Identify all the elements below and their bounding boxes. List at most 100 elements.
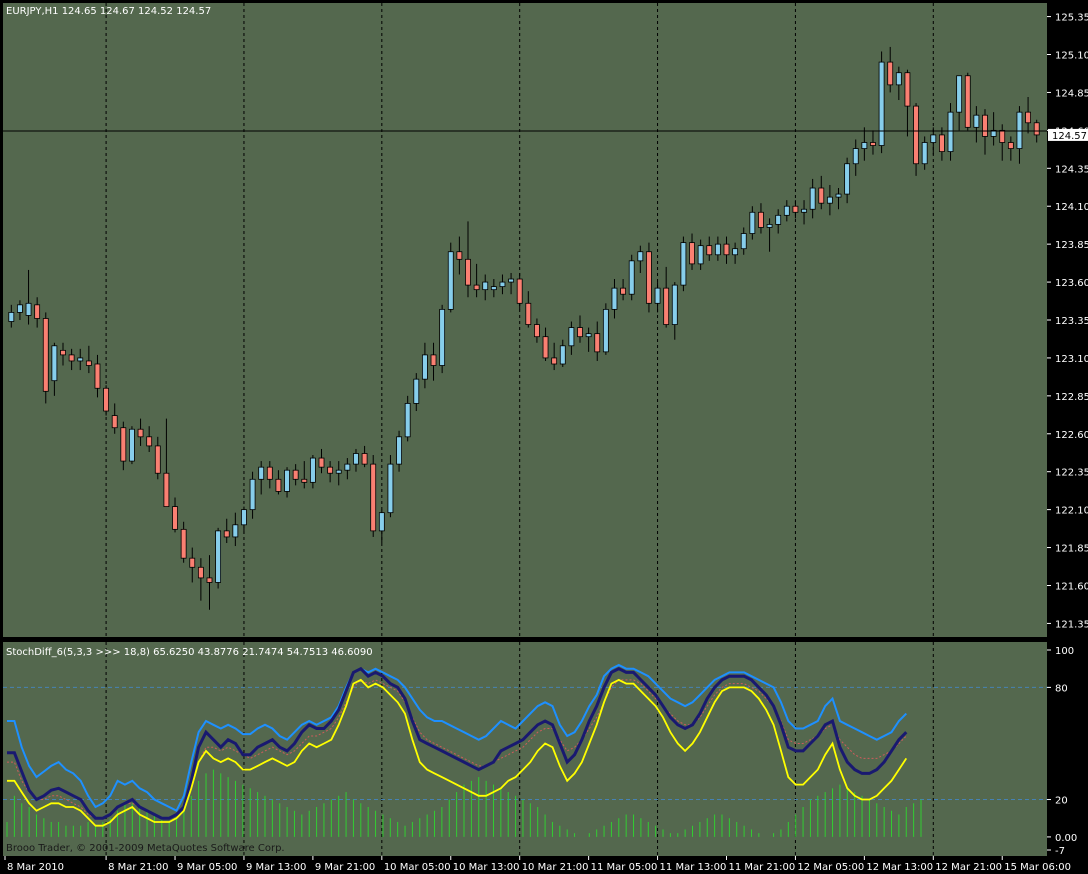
candle-bear <box>180 528 187 559</box>
candle-bull <box>921 142 928 165</box>
candle-bear <box>42 318 49 392</box>
time-tick-label: 10 Mar 21:00 <box>522 862 589 873</box>
candle-bull <box>490 286 497 291</box>
candle-bear <box>577 327 583 338</box>
candle-bull <box>396 436 402 465</box>
candle-bull <box>77 357 84 362</box>
time-tick-label: 9 Mar 05:00 <box>177 862 237 873</box>
candle-bear <box>197 566 204 579</box>
candle-bull <box>129 428 135 462</box>
candle-bull <box>775 214 782 225</box>
series-line-red <box>7 679 907 819</box>
candle-bull <box>335 469 342 474</box>
price-tick-label: 123.85 <box>1055 240 1088 251</box>
candle-bear <box>913 105 919 165</box>
candle-bear <box>964 75 971 128</box>
candle-bear <box>1007 142 1014 149</box>
price-tick-label: 124.85 <box>1055 88 1088 99</box>
price-tick-label: 122.85 <box>1055 392 1088 403</box>
price-tick-label: 124.10 <box>1055 202 1088 213</box>
candle-bear <box>223 530 230 538</box>
candle-bull <box>611 287 618 310</box>
indicator-panel[interactable] <box>3 642 1047 856</box>
candle-bear <box>465 258 471 286</box>
candle-bull <box>861 142 868 149</box>
candle-bear <box>516 278 523 304</box>
candle-bear <box>361 453 368 465</box>
candle-bull <box>826 196 833 204</box>
time-tick-label: 11 Mar 21:00 <box>728 862 795 873</box>
candle-bull <box>852 148 859 165</box>
candle-bull <box>232 524 239 538</box>
candle-bull <box>249 478 256 511</box>
indicator-tick-label: 20 <box>1055 796 1068 807</box>
candle-bull <box>680 242 687 286</box>
price-tick-label: 123.35 <box>1055 316 1088 327</box>
series-line-blue <box>7 663 908 813</box>
candle-bear <box>939 134 945 153</box>
candle-bull <box>973 114 980 128</box>
candle-bear <box>206 577 213 583</box>
candle-bull <box>766 224 773 228</box>
candle-bull <box>956 75 963 113</box>
candle-bear <box>111 415 118 429</box>
candle-bull <box>1016 111 1023 149</box>
candle-bear <box>154 445 161 474</box>
candle-bull <box>654 287 661 304</box>
candle-bull <box>17 304 23 313</box>
candle-bull <box>732 248 739 256</box>
candle-bear <box>887 61 894 86</box>
candle-bear <box>870 142 876 146</box>
candle-bull <box>344 463 351 471</box>
candle-bear <box>542 336 549 359</box>
series-line-navy <box>7 666 908 820</box>
time-axis: 8 Mar 2010 8 Mar 21:00 9 Mar 05:00 9 Mar 13… <box>4 856 1071 873</box>
time-tick-label: 12 Mar 13:00 <box>866 862 933 873</box>
candle-bull <box>809 187 816 210</box>
candle-bull <box>447 251 454 310</box>
price-tick-label: 121.35 <box>1055 619 1088 630</box>
candle-bull <box>215 530 222 583</box>
histogram <box>6 769 922 837</box>
candle-bear <box>318 457 325 468</box>
candle-bull <box>378 512 385 532</box>
candle-bear <box>473 284 480 291</box>
candle-bear <box>94 363 101 389</box>
candle-bear <box>60 349 66 356</box>
time-tick-label: 8 Mar 2010 <box>7 862 64 873</box>
candle-bull <box>482 281 489 291</box>
candle-bear <box>292 469 299 480</box>
price-panel[interactable] <box>3 3 1047 637</box>
candle-bear <box>34 304 41 319</box>
candle-bear <box>818 187 825 204</box>
candle-bear <box>551 357 558 365</box>
candle-bear <box>163 472 170 508</box>
candle-bear <box>137 428 144 438</box>
price-axis: 125.35125.10124.85124.60124.35124.10123.… <box>1047 13 1088 630</box>
indicator-axis: 100 80 20 0.00 -7 <box>1047 646 1077 857</box>
candle-bull <box>508 278 514 283</box>
series-line-yellow <box>7 678 908 827</box>
candle-bear <box>68 354 75 362</box>
candle-bear <box>370 463 377 532</box>
price-tick-label: 122.10 <box>1055 506 1088 517</box>
current-price-label: 124.57 <box>1052 131 1087 142</box>
time-tick-label: 12 Mar 21:00 <box>935 862 1002 873</box>
price-tick-label: 121.85 <box>1055 544 1088 555</box>
candle-bear <box>663 287 670 325</box>
candle-bear <box>904 72 911 107</box>
candle-bear <box>646 251 652 304</box>
candle-bear <box>758 211 764 228</box>
indicator-lines <box>7 663 908 827</box>
price-tick-label: 122.35 <box>1055 468 1088 479</box>
candle-bull <box>51 345 58 382</box>
candle-bear <box>594 333 601 353</box>
candle-bull <box>422 354 428 380</box>
candle-bear <box>85 360 92 366</box>
candle-bear <box>172 506 178 530</box>
candle-bull <box>783 205 790 216</box>
candle-bull <box>559 345 566 365</box>
candle-bear <box>275 478 282 492</box>
candle-bear <box>146 436 153 447</box>
candle-bull <box>801 208 807 213</box>
